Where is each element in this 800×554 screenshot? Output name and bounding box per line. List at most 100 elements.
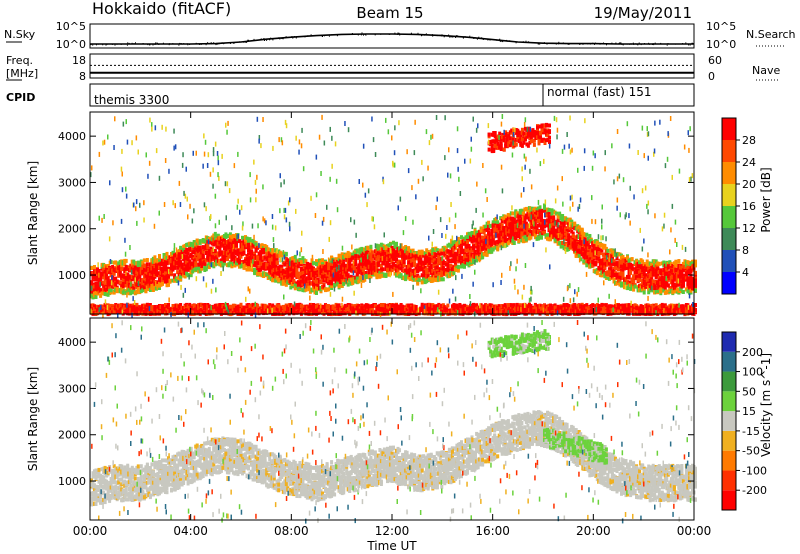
power-cell	[455, 252, 459, 257]
power-cell	[488, 242, 492, 247]
power-cell	[277, 278, 281, 283]
nsearch-dot	[417, 32, 419, 34]
power-cell	[402, 259, 406, 264]
nsearch-dot	[682, 43, 684, 44]
nsearch-dot	[615, 42, 617, 44]
power-cell	[405, 251, 409, 255]
power-cell	[328, 262, 332, 267]
power-cell	[334, 257, 338, 262]
power-cell	[319, 280, 323, 285]
nsearch-dot	[187, 44, 189, 46]
nsearch-dot	[564, 43, 566, 45]
power-cell	[514, 221, 518, 226]
power-cell	[173, 265, 177, 270]
power-cell	[481, 246, 485, 250]
power-cell	[233, 234, 237, 239]
nsearch-dot	[291, 36, 293, 38]
nsearch-dot	[630, 43, 632, 45]
power-cell	[150, 283, 154, 288]
power-cell	[275, 254, 279, 259]
power-cell	[481, 254, 485, 259]
power-cell	[296, 271, 300, 276]
nsearch-dot	[432, 35, 434, 37]
nsearch-dot	[183, 43, 185, 45]
power-cell	[118, 272, 122, 277]
nsearch-dot	[96, 44, 97, 46]
power-cell	[503, 230, 507, 235]
power-cell	[390, 268, 394, 273]
nsearch-dot	[459, 36, 461, 38]
power-cell	[435, 265, 439, 270]
nsearch-dot	[127, 42, 129, 44]
power-cell	[348, 261, 352, 266]
power-cell	[426, 271, 430, 276]
power-cell	[315, 259, 318, 264]
power-cell	[585, 232, 589, 237]
power-cell	[324, 288, 327, 293]
power-cell	[186, 263, 190, 268]
power-cell	[114, 282, 118, 287]
nsearch-dot	[685, 42, 687, 44]
nsearch-dot	[172, 43, 174, 45]
nsearch-dot	[243, 41, 245, 43]
power-cell	[218, 235, 222, 240]
power-cell	[312, 261, 315, 266]
power-cell	[213, 252, 217, 257]
power-cell	[126, 280, 130, 285]
power-cell	[213, 249, 217, 253]
nsearch-dot	[644, 43, 645, 44]
power-cell	[171, 250, 175, 255]
nsearch-dot	[666, 44, 668, 46]
nsearch-dot	[457, 35, 459, 37]
freq-frame	[89, 53, 695, 79]
nsearch-dot	[587, 43, 589, 45]
power-cell	[382, 250, 386, 254]
power-cell	[642, 290, 646, 295]
power-cell	[464, 248, 468, 253]
nsearch-tick-bottom: 10^0	[706, 38, 736, 51]
nsearch-dot	[525, 40, 527, 42]
power-cell	[253, 251, 257, 256]
power-cell	[293, 254, 297, 259]
power-cell	[132, 286, 136, 290]
power-cell	[606, 248, 610, 253]
nsearch-dot	[436, 34, 438, 36]
nsearch-dot	[481, 37, 483, 39]
nsearch-dot	[147, 44, 149, 46]
power-cell	[123, 262, 127, 267]
nsearch-dot	[476, 38, 478, 40]
power-cell	[164, 271, 167, 276]
power-cell	[233, 238, 237, 243]
nsearch-dot	[215, 44, 217, 46]
power-cell	[94, 295, 98, 299]
power-cell	[256, 261, 260, 266]
power-cell	[136, 263, 140, 268]
power-cell	[173, 273, 177, 278]
nsearch-dot	[410, 33, 412, 35]
power-cell	[571, 234, 575, 238]
power-cell	[278, 266, 282, 271]
power-cell	[463, 263, 466, 268]
power-cell	[308, 270, 312, 275]
power-cell	[198, 240, 202, 245]
nsearch-dot	[195, 42, 197, 44]
power-cell	[228, 232, 232, 237]
nsearch-dot	[397, 33, 399, 35]
power-cell	[278, 253, 282, 258]
power-cell	[452, 271, 456, 276]
nsearch-dot	[217, 43, 219, 45]
power-cell	[99, 288, 103, 293]
nsearch-dot	[441, 35, 443, 37]
power-cell	[515, 211, 519, 216]
power-cell	[677, 259, 681, 263]
beam-title: Beam 15	[356, 4, 423, 22]
power-cell	[259, 256, 263, 261]
power-cell	[248, 261, 252, 266]
power-cell	[198, 245, 202, 250]
nsearch-dot	[200, 44, 202, 45]
power-cell	[547, 207, 551, 212]
power-cell	[407, 246, 411, 251]
nsearch-dot	[162, 43, 164, 45]
power-cell	[278, 264, 282, 269]
power-cell	[358, 251, 362, 256]
